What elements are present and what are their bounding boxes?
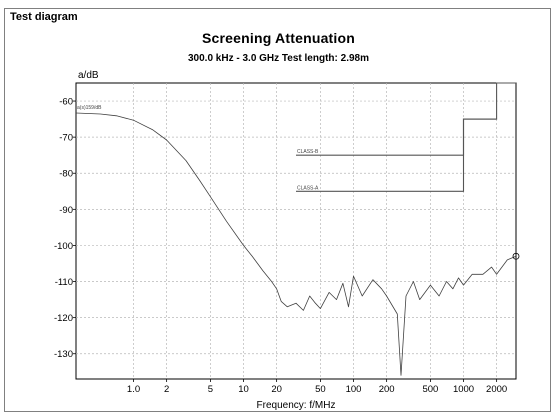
x-tick-label: 100 [346, 384, 362, 395]
x-tick-label: 2 [164, 384, 169, 395]
series-end-marker [512, 252, 520, 260]
x-tick-label: 10 [238, 384, 249, 395]
x-tick-label: 2000 [486, 384, 507, 395]
y-tick-label: -100 [54, 241, 73, 252]
series-label: a(s)159/dB [77, 105, 102, 111]
chart-title: Screening Attenuation [201, 30, 356, 46]
y-tick-label: -120 [54, 313, 73, 324]
y-axis-ticks: -60 -70 -80 -90 -100 -110 -120 -130 [54, 97, 76, 360]
x-tick-label: 50 [315, 384, 326, 395]
plot-area [75, 82, 517, 380]
series-line [75, 112, 517, 376]
x-tick-label: 5 [208, 384, 213, 395]
x-tick-label: 500 [422, 384, 438, 395]
limit-lines: CLASS-B CLASS-A [296, 82, 516, 192]
y-axis-label: a/dB [78, 70, 99, 81]
x-tick-label: 1.0 [127, 384, 140, 395]
limit-label: CLASS-B [297, 149, 319, 155]
limit-line [296, 82, 516, 192]
y-tick-label: -80 [59, 169, 73, 180]
x-tick-label: 1000 [453, 384, 474, 395]
limit-label: CLASS-A [297, 185, 319, 191]
chart-subtitle: 300.0 kHz - 3.0 GHz Test length: 2.98m [188, 53, 369, 64]
y-tick-label: -110 [55, 277, 73, 288]
test-diagram-panel: Test diagram [4, 8, 551, 412]
y-tick-label: -70 [59, 133, 73, 144]
x-tick-label: 200 [379, 384, 395, 395]
panel-title: Test diagram [7, 11, 81, 23]
x-tick-label: 20 [271, 384, 282, 395]
x-axis-label: Frequency: f/MHz [257, 400, 336, 411]
x-axis-ticks: 1.0 2 5 10 20 50 100 200 500 1000 2000 [127, 379, 507, 395]
y-tick-label: -130 [54, 349, 73, 360]
data-series: a(s)159/dB [75, 105, 520, 376]
y-tick-label: -90 [59, 205, 73, 216]
y-tick-label: -60 [59, 97, 73, 108]
